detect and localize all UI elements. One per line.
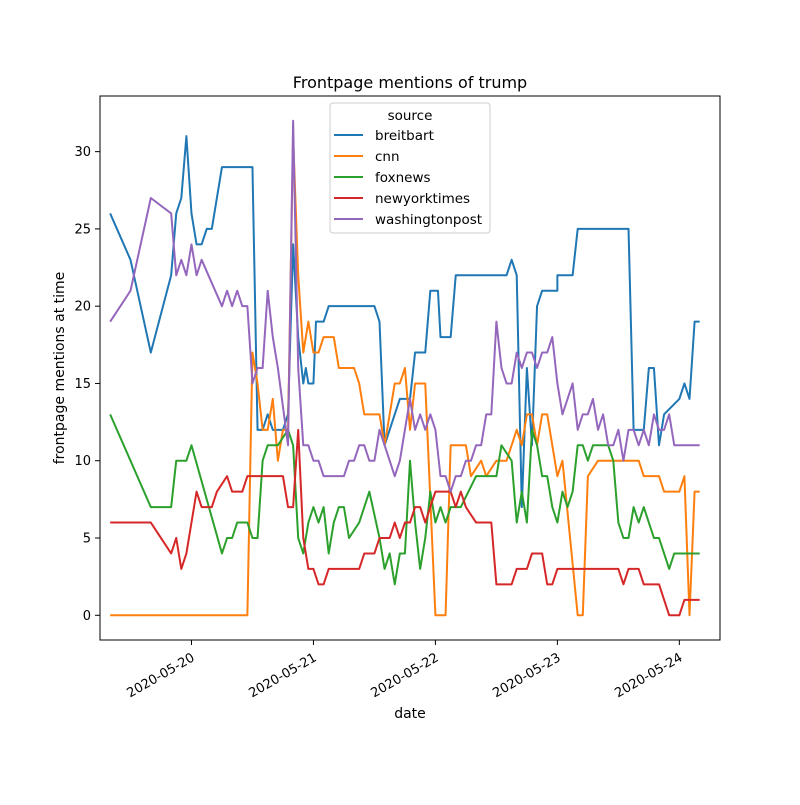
y-tick-label: 10 (74, 454, 91, 469)
y-axis-label: frontpage mentions at time (52, 272, 68, 465)
series-line-washingtonpost (109, 119, 700, 493)
x-axis-ticks: 2020-05-20 2020-05-21 2020-05-22 2020-05-23… (125, 640, 685, 701)
x-tick-label: 2020-05-23 (490, 650, 563, 701)
chart-title: Frontpage mentions of trump (293, 73, 527, 92)
legend-box (329, 102, 491, 234)
legend-label: foxnews (375, 170, 431, 186)
series-lines (109, 119, 700, 617)
x-axis-label: date (394, 706, 426, 722)
y-tick-label: 15 (74, 377, 91, 392)
series-line-newyorktimes (110, 428, 700, 617)
x-tick-label: 2020-05-24 (612, 650, 685, 701)
x-tick-label: 2020-05-21 (247, 650, 320, 701)
legend-label: newyorktimes (375, 191, 470, 207)
x-tick-label: 2020-05-20 (125, 650, 198, 701)
x-tick-label: 2020-05-22 (368, 650, 441, 701)
legend-label: breitbart (375, 128, 434, 144)
legend-label: cnn (375, 149, 400, 165)
legend: source breitbart cnn foxnews newyorktimes was… (329, 102, 491, 234)
legend-label: washingtonpost (375, 212, 482, 228)
series-line-breitbart (109, 135, 700, 509)
legend-title: source (388, 108, 433, 124)
y-tick-label: 25 (74, 222, 91, 237)
y-tick-label: 0 (83, 609, 91, 624)
plot-frame (99, 95, 721, 641)
y-tick-label: 30 (74, 145, 91, 160)
y-tick-label: 20 (74, 300, 91, 315)
y-tick-label: 5 (83, 532, 91, 547)
y-axis-ticks: 0 5 10 15 20 25 30 (74, 145, 100, 624)
